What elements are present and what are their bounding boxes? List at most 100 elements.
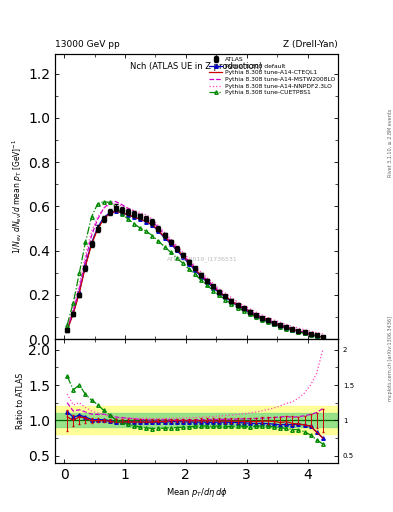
Pythia 8.308 tune-A14-NNPDF2.3LO (247, 306, 252, 312)
Pythia 8.308 tune-A14-CTEQL1 (241, 306, 246, 312)
Pythia 8.308 tune-A14-NNPDF2.3LO (199, 269, 204, 275)
Text: mcplots.cern.ch [arXiv:1306.3436]: mcplots.cern.ch [arXiv:1306.3436] (388, 316, 393, 401)
Pythia 8.308 tune-CUETP8S1 (138, 225, 143, 231)
Pythia 8.308 tune-CUETP8S1 (247, 311, 252, 317)
Pythia 8.308 tune-CUETP8S1 (77, 270, 82, 276)
Pythia 8.308 tune-A14-NNPDF2.3LO (89, 228, 94, 234)
Legend: ATLAS, Pythia 8.308 default, Pythia 8.308 tune-A14-CTEQL1, Pythia 8.308 tune-A14: ATLAS, Pythia 8.308 default, Pythia 8.30… (208, 55, 336, 96)
Pythia 8.308 tune-CUETP8S1 (320, 334, 325, 340)
Pythia 8.308 tune-CUETP8S1 (95, 201, 100, 207)
Pythia 8.308 default (193, 267, 197, 273)
Pythia 8.308 tune-A14-NNPDF2.3LO (162, 229, 167, 236)
Pythia 8.308 tune-CUETP8S1 (89, 214, 94, 220)
Pythia 8.308 tune-CUETP8S1 (144, 228, 149, 234)
Pythia 8.308 tune-A14-MSTW2008LO (290, 326, 295, 332)
X-axis label: Mean $p_T/d\eta\,d\phi$: Mean $p_T/d\eta\,d\phi$ (165, 486, 228, 499)
Pythia 8.308 tune-A14-MSTW2008LO (266, 317, 270, 323)
Pythia 8.308 tune-CUETP8S1 (150, 232, 155, 239)
Pythia 8.308 tune-A14-NNPDF2.3LO (119, 203, 124, 209)
Pythia 8.308 tune-A14-CTEQL1 (266, 317, 270, 324)
Pythia 8.308 tune-A14-MSTW2008LO (180, 251, 185, 258)
Pythia 8.308 tune-CUETP8S1 (83, 239, 88, 245)
Pythia 8.308 tune-A14-CTEQL1 (132, 214, 136, 220)
Pythia 8.308 default (278, 323, 283, 329)
Pythia 8.308 tune-A14-MSTW2008LO (77, 285, 82, 291)
Pythia 8.308 tune-A14-NNPDF2.3LO (272, 317, 276, 323)
Pythia 8.308 tune-A14-NNPDF2.3LO (180, 249, 185, 255)
Pythia 8.308 tune-A14-CTEQL1 (187, 259, 191, 265)
Pythia 8.308 tune-A14-MSTW2008LO (253, 311, 258, 317)
Pythia 8.308 tune-CUETP8S1 (235, 305, 240, 311)
Pythia 8.308 tune-A14-MSTW2008LO (217, 288, 222, 294)
Pythia 8.308 tune-CUETP8S1 (308, 332, 313, 338)
Pythia 8.308 tune-A14-CTEQL1 (302, 330, 307, 336)
Pythia 8.308 tune-A14-NNPDF2.3LO (296, 325, 301, 331)
Pythia 8.308 tune-CUETP8S1 (259, 316, 264, 323)
Pythia 8.308 tune-A14-CTEQL1 (101, 216, 106, 222)
Pythia 8.308 tune-A14-NNPDF2.3LO (193, 263, 197, 269)
Pythia 8.308 tune-A14-MSTW2008LO (199, 271, 204, 278)
Pythia 8.308 tune-A14-MSTW2008LO (302, 329, 307, 335)
Pythia 8.308 tune-A14-NNPDF2.3LO (290, 324, 295, 330)
Pythia 8.308 tune-CUETP8S1 (71, 300, 75, 306)
Pythia 8.308 tune-CUETP8S1 (107, 199, 112, 205)
Pythia 8.308 tune-A14-CTEQL1 (107, 210, 112, 217)
Pythia 8.308 tune-A14-CTEQL1 (205, 278, 209, 284)
Pythia 8.308 default (302, 330, 307, 336)
Pythia 8.308 tune-A14-MSTW2008LO (89, 232, 94, 239)
Pythia 8.308 default (107, 209, 112, 216)
Pythia 8.308 tune-A14-MSTW2008LO (187, 258, 191, 264)
Pythia 8.308 tune-A14-NNPDF2.3LO (266, 314, 270, 321)
Pythia 8.308 tune-A14-MSTW2008LO (114, 199, 118, 205)
Pythia 8.308 tune-A14-MSTW2008LO (144, 215, 149, 221)
Pythia 8.308 tune-A14-CTEQL1 (144, 219, 149, 225)
Pythia 8.308 tune-A14-MSTW2008LO (308, 330, 313, 336)
Line: Pythia 8.308 tune-A14-CTEQL1: Pythia 8.308 tune-A14-CTEQL1 (67, 211, 323, 337)
Pythia 8.308 tune-A14-NNPDF2.3LO (314, 330, 319, 336)
Pythia 8.308 tune-A14-NNPDF2.3LO (308, 328, 313, 334)
Pythia 8.308 tune-A14-NNPDF2.3LO (138, 209, 143, 216)
Pythia 8.308 default (71, 310, 75, 316)
Pythia 8.308 tune-A14-NNPDF2.3LO (144, 212, 149, 218)
Pythia 8.308 default (144, 219, 149, 225)
Pythia 8.308 tune-CUETP8S1 (199, 277, 204, 283)
Line: Pythia 8.308 tune-A14-NNPDF2.3LO: Pythia 8.308 tune-A14-NNPDF2.3LO (67, 204, 323, 334)
Pythia 8.308 tune-CUETP8S1 (156, 238, 161, 244)
Pythia 8.308 default (119, 209, 124, 216)
Pythia 8.308 tune-A14-MSTW2008LO (162, 231, 167, 238)
Pythia 8.308 tune-A14-NNPDF2.3LO (95, 214, 100, 220)
Pythia 8.308 tune-CUETP8S1 (217, 292, 222, 298)
Pythia 8.308 tune-CUETP8S1 (162, 244, 167, 250)
Pythia 8.308 tune-CUETP8S1 (314, 333, 319, 339)
Pythia 8.308 default (253, 313, 258, 319)
Pythia 8.308 tune-A14-NNPDF2.3LO (259, 312, 264, 318)
Pythia 8.308 tune-A14-MSTW2008LO (259, 314, 264, 320)
Pythia 8.308 tune-A14-MSTW2008LO (247, 308, 252, 314)
Pythia 8.308 tune-CUETP8S1 (229, 301, 234, 307)
Pythia 8.308 default (65, 326, 70, 332)
Pythia 8.308 tune-A14-CTEQL1 (253, 312, 258, 318)
Pythia 8.308 tune-CUETP8S1 (101, 199, 106, 205)
Pythia 8.308 default (290, 327, 295, 333)
Pythia 8.308 tune-CUETP8S1 (290, 327, 295, 333)
Pythia 8.308 tune-A14-NNPDF2.3LO (253, 309, 258, 315)
Pythia 8.308 tune-CUETP8S1 (114, 204, 118, 210)
Pythia 8.308 default (101, 215, 106, 221)
Pythia 8.308 default (247, 310, 252, 316)
Pythia 8.308 tune-A14-MSTW2008LO (278, 322, 283, 328)
Pythia 8.308 default (174, 247, 179, 253)
Pythia 8.308 tune-A14-NNPDF2.3LO (187, 256, 191, 262)
Pythia 8.308 tune-A14-CTEQL1 (296, 328, 301, 334)
Pythia 8.308 tune-A14-CTEQL1 (138, 216, 143, 222)
Pythia 8.308 tune-CUETP8S1 (126, 216, 130, 222)
Pythia 8.308 tune-A14-MSTW2008LO (101, 205, 106, 211)
Line: Pythia 8.308 tune-A14-MSTW2008LO: Pythia 8.308 tune-A14-MSTW2008LO (67, 202, 323, 336)
Pythia 8.308 tune-CUETP8S1 (241, 308, 246, 314)
Pythia 8.308 tune-CUETP8S1 (302, 330, 307, 336)
Pythia 8.308 tune-A14-NNPDF2.3LO (156, 223, 161, 229)
Pythia 8.308 tune-A14-MSTW2008LO (65, 325, 70, 331)
Bar (55, 413, 338, 428)
Pythia 8.308 tune-A14-CTEQL1 (235, 302, 240, 308)
Pythia 8.308 default (187, 261, 191, 267)
Pythia 8.308 tune-A14-MSTW2008LO (119, 202, 124, 208)
